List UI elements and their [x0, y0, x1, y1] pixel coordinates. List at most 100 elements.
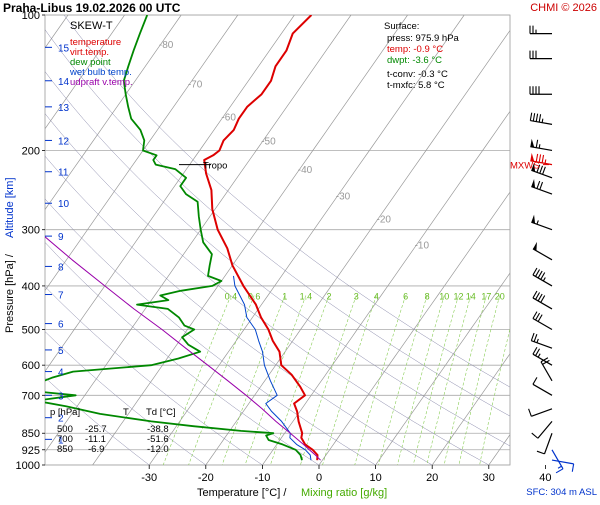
wind-barb [536, 433, 553, 455]
altitude-tick-label: 13 [58, 103, 70, 114]
legend-item-wet-bulb: wet bulb temp. [69, 67, 132, 78]
y-tick-label: 850 [22, 428, 40, 440]
table-header-t: T [123, 407, 129, 418]
mixing-ratio-label: 4 [374, 291, 379, 301]
series-line [203, 15, 319, 461]
surface-box: Surface: press: 975.9 hPa temp: -0.9 °C … [384, 21, 460, 91]
wind-barb [529, 112, 553, 125]
mixing-ratio-line [412, 295, 459, 465]
x-tick-label: 0 [316, 472, 322, 484]
table-row-td: -38.8 [147, 424, 169, 435]
surface-press: press: 975.9 hPa [387, 33, 460, 44]
mxws-label: MXWS [510, 161, 540, 172]
grid-layer: -80-70-60-50-40-30-20-100.4 0.6 1 1.4 2 3 4 6 8 1… [45, 15, 510, 465]
altitude-tick-label: 15 [58, 43, 70, 54]
isotherm-line [92, 15, 408, 465]
mixing-ratio-label: 2 [326, 291, 331, 301]
altitude-tick-label: 5 [58, 346, 64, 357]
isotherm-label: -10 [415, 241, 430, 252]
tropo-label: Tropo [203, 161, 227, 172]
wind-barb [530, 138, 553, 152]
legend-title: SKEW-T [70, 20, 113, 32]
credit-label: CHMI © 2026 [530, 2, 597, 14]
legend-item-dew-point: dew point [70, 57, 111, 68]
x-tick-label: -30 [141, 472, 157, 484]
table-row-p: 850 [57, 444, 73, 455]
y-tick-label: 300 [22, 225, 40, 237]
mixing-ratio-line [322, 295, 377, 465]
surface-temp: temp: -0.9 °C [387, 44, 443, 55]
dry-adiabat [45, 113, 489, 465]
altitude-tick-label: 1 [58, 435, 64, 446]
mixing-ratio-line [458, 295, 500, 465]
series-line [233, 275, 312, 461]
mixing-ratio-line [426, 295, 471, 465]
isotherm-line [45, 15, 239, 292]
legend-item-updraft: udpraft v.temp. [70, 77, 133, 88]
table-row-td: -51.6 [147, 434, 169, 445]
altitude-tick-label: 14 [58, 77, 70, 88]
wind-barb [530, 152, 553, 166]
table-header-p: p [hPa] [50, 407, 80, 418]
isotherm-line [45, 15, 295, 372]
altitude-tick-label: 8 [58, 262, 64, 273]
x-tick-label: 10 [369, 472, 381, 484]
altitude-tick-label: 4 [58, 368, 64, 379]
isotherm-label: -30 [336, 192, 351, 203]
wind-barb [531, 421, 553, 439]
dry-adiabat [45, 29, 510, 417]
table-row-t: -25.7 [85, 424, 107, 435]
wind-barb [551, 459, 575, 472]
dry-adiabat [45, 71, 510, 447]
mixing-ratio-label: 6 [403, 291, 408, 301]
isotherm-label: -20 [376, 214, 391, 225]
mixing-ratio-line [162, 295, 232, 465]
y-tick-label: 500 [22, 325, 40, 337]
y-axis-title-altitude: Altitude [km] [4, 177, 16, 238]
x-axis-title-mixing: Mixing ratio [g/kg] [301, 487, 387, 499]
dry-adiabat [45, 155, 433, 465]
wind-barb [531, 214, 553, 231]
chart-title: Praha-Libus 19.02.2026 00 UTC [3, 1, 181, 15]
mixing-ratio-label: 12 [453, 291, 463, 301]
legend: SKEW-T temperature virt.temp. dew point … [69, 20, 133, 88]
x-tick-label: 40 [539, 472, 551, 484]
table-row-td: -12.0 [147, 444, 169, 455]
y-tick-label: 1000 [16, 460, 40, 472]
y-tick-label: 600 [22, 360, 40, 372]
isotherm-label: -70 [188, 80, 203, 91]
x-axis-title: Temperature [°C] / Mixing ratio [g/kg] [197, 487, 387, 499]
wind-barbs [528, 25, 575, 474]
series-line [45, 15, 303, 461]
wind-barb [532, 290, 553, 310]
dry-adiabat [45, 198, 376, 465]
mixing-ratio-line [270, 295, 330, 465]
y-tick-label: 100 [22, 10, 40, 22]
plot-frame [44, 14, 511, 466]
mixing-ratio-line [354, 295, 406, 465]
mixing-ratio-line [188, 295, 255, 465]
mixing-ratio-label: 8 [425, 291, 430, 301]
isotherm-label: -50 [261, 136, 276, 147]
altitude-tick-label: 11 [58, 168, 69, 179]
y-tick-label: 200 [22, 145, 40, 157]
altitude-tick-label: 12 [58, 136, 70, 147]
y-tick-label: 400 [22, 281, 40, 293]
altitude-tick-label: 3 [58, 391, 64, 402]
mixing-ratio-label: 20 [495, 291, 505, 301]
series-line [45, 236, 321, 461]
dry-adiabat [63, 15, 510, 388]
mixing-ratio-label: 17 [481, 291, 491, 301]
isotherm-label: -80 [159, 40, 174, 51]
isotherm-label: -60 [221, 112, 236, 123]
x-tick-label: -20 [198, 472, 214, 484]
y-axis-title-pressure: Pressure [hPa] / [4, 253, 16, 333]
mixing-ratio-label: 3 [354, 291, 359, 301]
x-tick-label: 20 [426, 472, 438, 484]
altitude-tick-label: 10 [58, 199, 70, 210]
surface-tconv: t-conv: -0.3 °C [387, 69, 448, 80]
summary-table: p [hPa] T Td [°C] 500 -25.7 -38.8 700 -1… [50, 407, 176, 455]
table-row-t: -11.1 [85, 434, 106, 445]
